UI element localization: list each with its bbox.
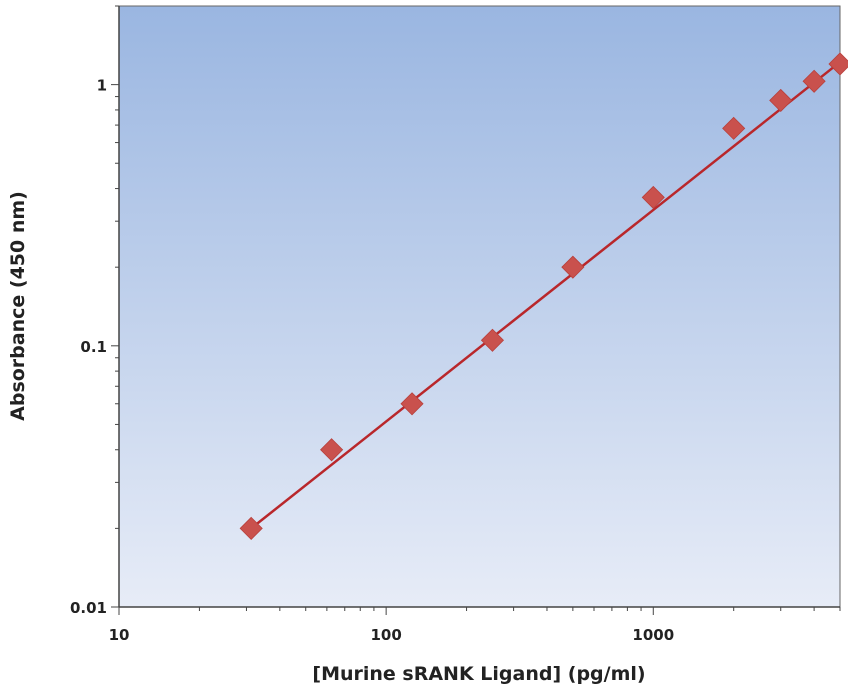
data-point — [561, 255, 585, 279]
data-point — [239, 516, 263, 540]
data-points — [239, 52, 848, 540]
fit-line — [250, 61, 841, 530]
data-point — [722, 116, 746, 140]
ticks — [111, 5, 841, 615]
data-point — [828, 52, 848, 76]
x-tick-label: 100 — [370, 626, 401, 644]
y-tick-label: 0.1 — [80, 338, 107, 356]
x-tick-label: 10 — [109, 626, 130, 644]
data-point — [769, 88, 793, 112]
data-point — [641, 185, 665, 209]
fit-line-group — [250, 61, 841, 530]
data-point — [320, 438, 344, 462]
tick-labels: 10 100 1000 0.01 0.1 1 — [70, 77, 674, 644]
data-point — [480, 328, 505, 352]
x-axis-title: [Murine sRANK Ligand] (pg/ml) — [312, 663, 645, 685]
data-point — [802, 69, 826, 93]
data-point — [400, 392, 424, 416]
y-tick-label: 0.01 — [70, 599, 107, 617]
y-tick-label: 1 — [97, 77, 107, 95]
x-tick-label: 1000 — [632, 626, 674, 644]
y-axis-title: Absorbance (450 nm) — [7, 191, 29, 421]
plot-area — [118, 5, 841, 608]
axes — [118, 6, 840, 608]
